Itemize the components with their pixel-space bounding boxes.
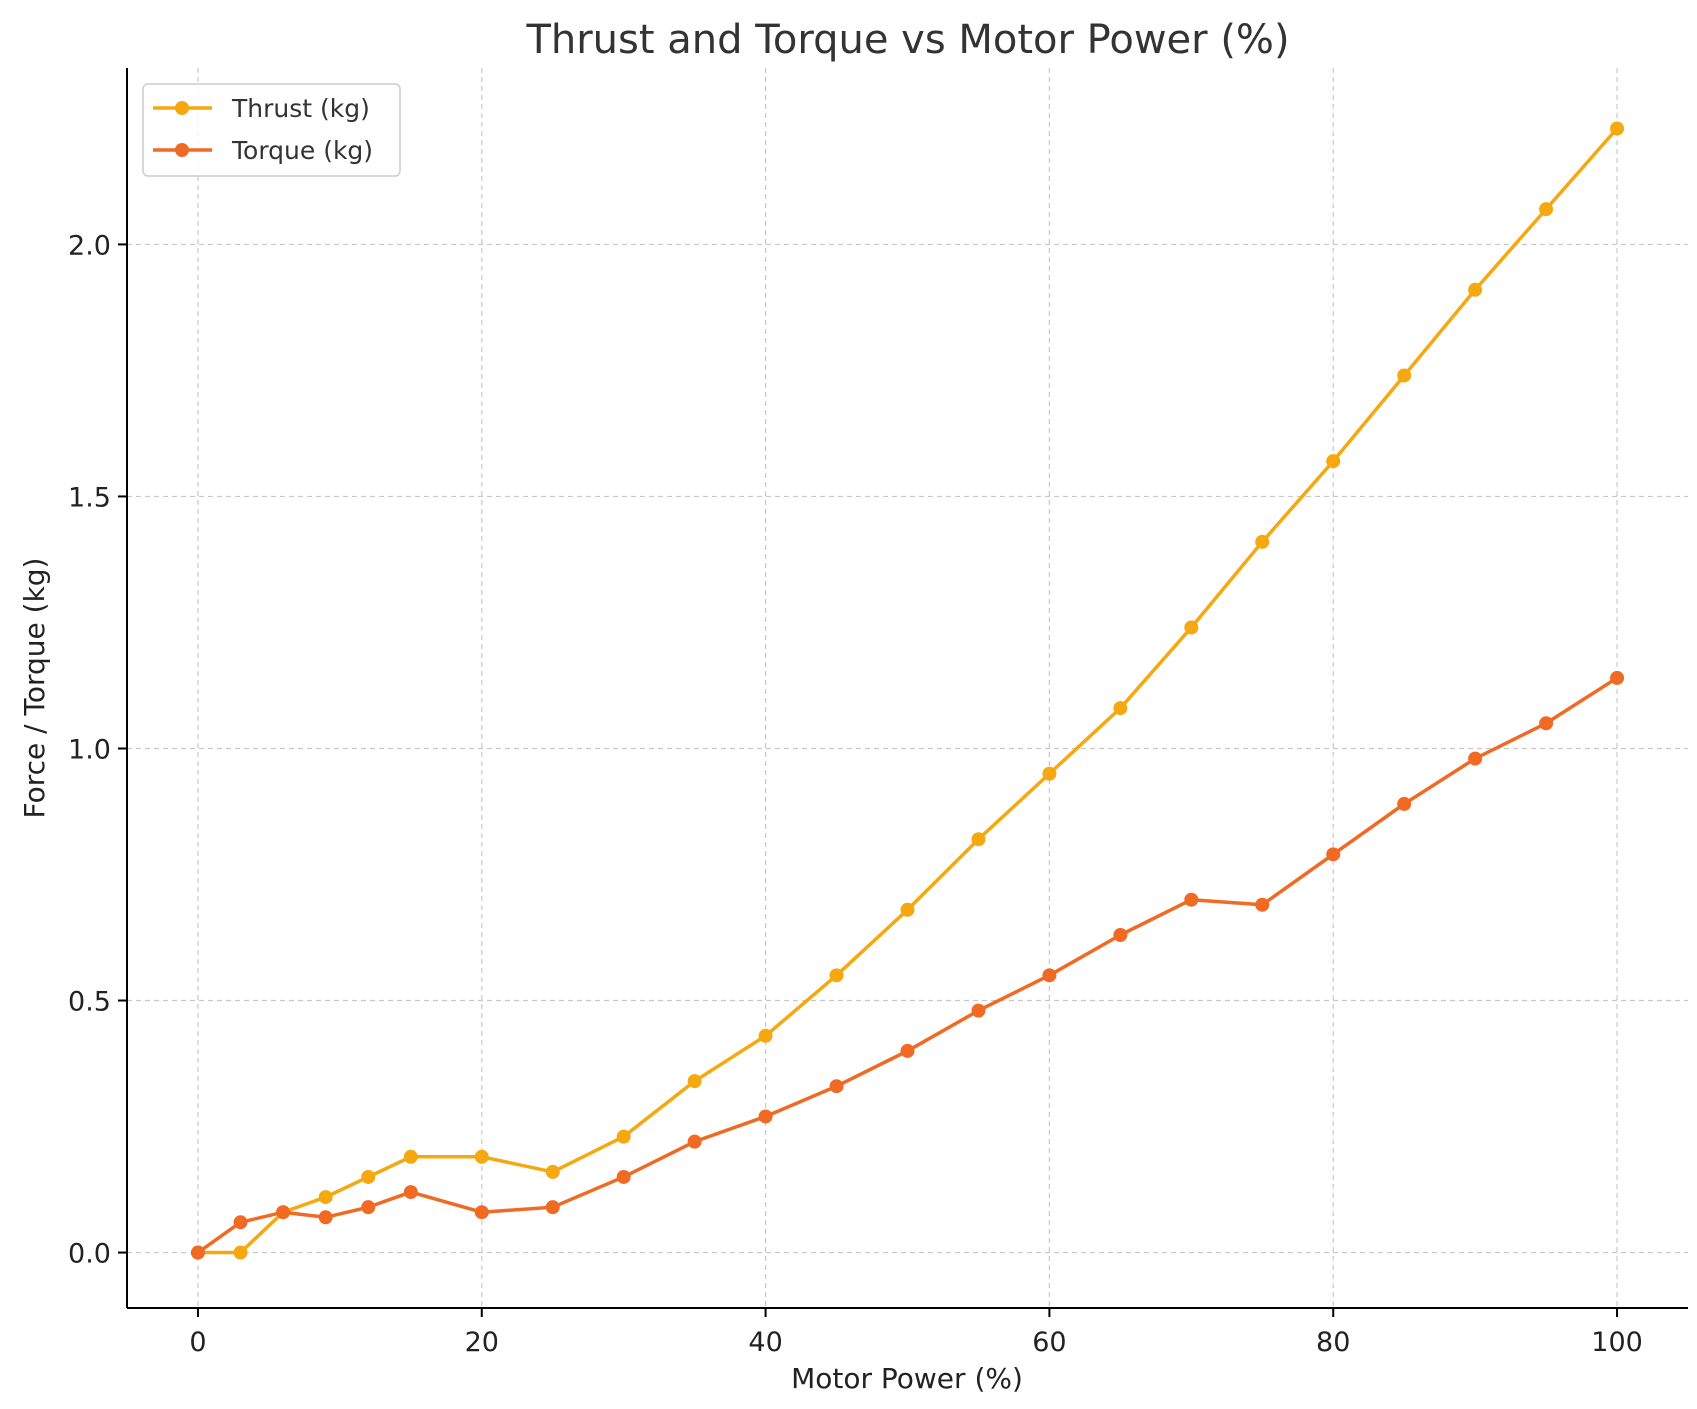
data-point-torque bbox=[1255, 897, 1270, 912]
data-point-torque bbox=[829, 1079, 844, 1094]
data-point-thrust bbox=[1255, 534, 1270, 549]
data-point-torque bbox=[1539, 716, 1554, 731]
data-point-torque bbox=[1610, 670, 1625, 685]
chart-title: Thrust and Torque vs Motor Power (%) bbox=[525, 17, 1289, 63]
y-tick-label: 0.0 bbox=[68, 1239, 111, 1270]
x-tick-label: 60 bbox=[1032, 1327, 1066, 1358]
data-point-thrust bbox=[1539, 202, 1554, 217]
legend-label-thrust: Thrust (kg) bbox=[231, 94, 370, 123]
x-tick-label: 80 bbox=[1316, 1327, 1350, 1358]
legend-marker-torque bbox=[175, 143, 189, 157]
x-tick-label: 0 bbox=[189, 1327, 206, 1358]
legend-label-torque: Torque (kg) bbox=[231, 136, 373, 165]
x-tick-label: 40 bbox=[748, 1327, 782, 1358]
data-point-torque bbox=[758, 1109, 773, 1124]
x-axis-label: Motor Power (%) bbox=[791, 1362, 1023, 1395]
data-point-torque bbox=[1326, 847, 1341, 862]
legend: Thrust (kg) Torque (kg) bbox=[142, 83, 401, 177]
data-point-thrust bbox=[545, 1164, 560, 1179]
data-point-torque bbox=[687, 1134, 702, 1149]
data-point-torque bbox=[1184, 892, 1199, 907]
series-thrust bbox=[190, 121, 1625, 1260]
data-point-torque bbox=[361, 1200, 376, 1215]
data-point-thrust bbox=[1397, 368, 1412, 383]
data-point-torque bbox=[971, 1003, 986, 1018]
data-point-torque bbox=[474, 1205, 489, 1220]
plot-series bbox=[190, 121, 1625, 1260]
data-point-thrust bbox=[403, 1149, 418, 1164]
data-point-thrust bbox=[318, 1190, 333, 1205]
y-tick-label: 0.5 bbox=[68, 987, 111, 1018]
data-point-thrust bbox=[971, 832, 986, 847]
x-tick-label: 20 bbox=[465, 1327, 499, 1358]
data-point-thrust bbox=[1610, 121, 1625, 136]
data-point-thrust bbox=[1326, 454, 1341, 469]
data-point-torque bbox=[318, 1210, 333, 1225]
data-point-thrust bbox=[233, 1245, 248, 1260]
legend-marker-thrust bbox=[175, 101, 189, 115]
axes-spines bbox=[126, 68, 1688, 1309]
y-tick-label: 1.0 bbox=[68, 734, 111, 765]
data-point-thrust bbox=[1113, 701, 1128, 716]
data-point-torque bbox=[403, 1185, 418, 1200]
data-point-torque bbox=[233, 1215, 248, 1230]
x-tick-label: 100 bbox=[1591, 1327, 1643, 1358]
series-torque bbox=[190, 670, 1625, 1260]
data-point-torque bbox=[1042, 968, 1057, 983]
data-point-torque bbox=[1113, 927, 1128, 942]
data-point-torque bbox=[616, 1169, 631, 1184]
data-point-thrust bbox=[829, 968, 844, 983]
data-point-torque bbox=[1468, 751, 1483, 766]
data-point-thrust bbox=[758, 1028, 773, 1043]
data-point-thrust bbox=[474, 1149, 489, 1164]
data-point-thrust bbox=[361, 1169, 376, 1184]
data-point-thrust bbox=[616, 1129, 631, 1144]
series-line-torque bbox=[196, 676, 1618, 1254]
data-point-thrust bbox=[1042, 766, 1057, 781]
y-axis-label: Force / Torque (kg) bbox=[18, 558, 51, 819]
data-point-thrust bbox=[1468, 282, 1483, 297]
data-point-torque bbox=[900, 1043, 915, 1058]
data-point-thrust bbox=[1184, 620, 1199, 635]
data-point-thrust bbox=[900, 902, 915, 917]
data-point-torque bbox=[276, 1205, 291, 1220]
axis-ticks: 0 20 40 60 80 100 0.0 0.5 1.0 1.5 2.0 bbox=[68, 230, 1643, 1358]
y-tick-label: 1.5 bbox=[68, 482, 111, 513]
data-point-torque bbox=[1397, 796, 1412, 811]
data-point-torque bbox=[545, 1200, 560, 1215]
data-point-torque bbox=[190, 1245, 205, 1260]
y-tick-label: 2.0 bbox=[68, 230, 111, 261]
grid-lines bbox=[127, 68, 1688, 1308]
series-line-thrust bbox=[197, 127, 1619, 1255]
data-point-thrust bbox=[687, 1074, 702, 1089]
